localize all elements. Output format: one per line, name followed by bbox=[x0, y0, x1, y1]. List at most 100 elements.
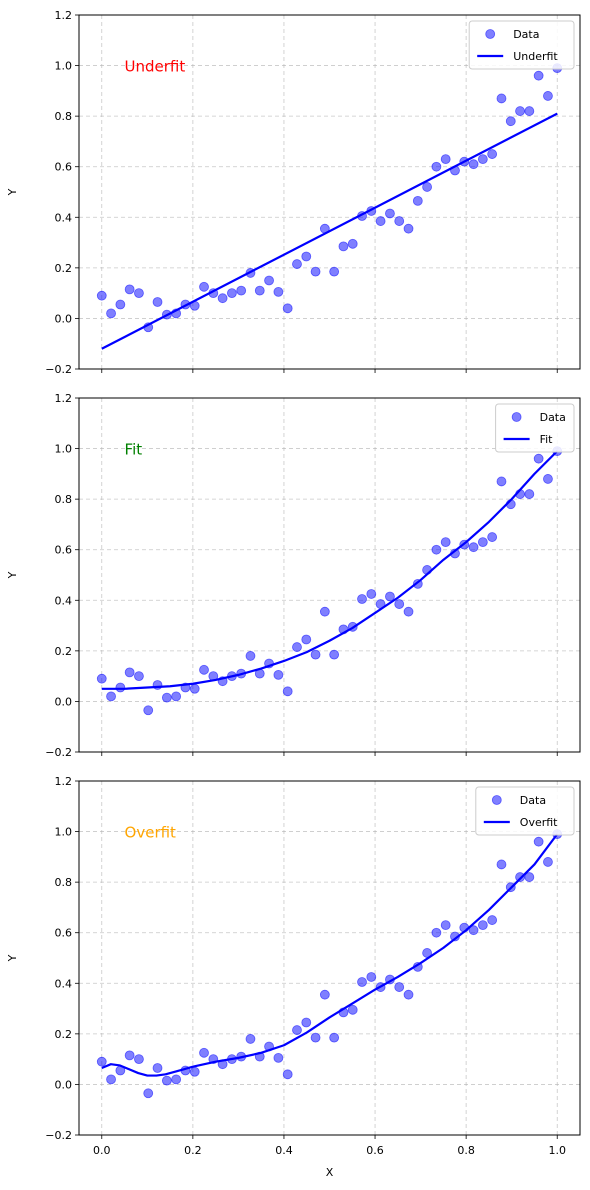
y-tick-label: 0.0 bbox=[55, 695, 73, 708]
data-point bbox=[199, 1047, 209, 1058]
data-point bbox=[394, 982, 405, 992]
data-point bbox=[134, 1054, 144, 1065]
data-point bbox=[189, 683, 200, 694]
data-point bbox=[264, 275, 274, 286]
data-point bbox=[403, 606, 414, 617]
data-point bbox=[171, 691, 182, 702]
data-point bbox=[161, 692, 172, 703]
data-point bbox=[115, 682, 126, 693]
data-point bbox=[329, 266, 340, 277]
plot-area bbox=[96, 446, 563, 716]
legend-label: Underfit bbox=[513, 50, 558, 63]
data-point bbox=[515, 106, 525, 116]
legend-marker bbox=[491, 795, 502, 805]
y-tick-label: 0.2 bbox=[55, 262, 73, 275]
data-point bbox=[106, 308, 116, 319]
data-point bbox=[329, 1032, 340, 1043]
data-point bbox=[338, 241, 349, 252]
data-point bbox=[134, 671, 144, 682]
y-tick-label: 1.0 bbox=[55, 60, 73, 73]
data-point bbox=[468, 925, 479, 936]
y-tick-label: 1.0 bbox=[55, 443, 73, 456]
data-point bbox=[329, 649, 340, 660]
data-point bbox=[282, 303, 293, 314]
y-tick-label: 0.6 bbox=[55, 927, 73, 940]
data-point bbox=[496, 93, 507, 104]
legend-marker bbox=[511, 412, 522, 422]
data-point bbox=[403, 989, 414, 1000]
data-point bbox=[152, 297, 163, 307]
legend-label: Fit bbox=[540, 433, 554, 446]
x-tick-label: 0.8 bbox=[457, 1144, 475, 1157]
data-point bbox=[301, 251, 312, 262]
data-point bbox=[496, 476, 507, 487]
y-tick-label: 0.8 bbox=[55, 493, 73, 506]
series-line-overfit bbox=[101, 833, 559, 1077]
legend: Data Fit bbox=[495, 403, 575, 453]
data-point bbox=[236, 285, 247, 296]
data-point bbox=[412, 195, 423, 206]
data-point bbox=[524, 489, 535, 499]
data-point bbox=[505, 116, 516, 127]
data-point bbox=[245, 1034, 256, 1044]
data-point bbox=[310, 266, 321, 277]
data-point bbox=[310, 1032, 321, 1043]
y-tick-label: 0.0 bbox=[55, 312, 73, 325]
data-point bbox=[524, 106, 535, 116]
y-tick-label: −0.2 bbox=[45, 1129, 72, 1142]
data-point bbox=[366, 589, 377, 599]
data-point bbox=[440, 537, 451, 548]
data-point bbox=[422, 182, 433, 192]
data-point bbox=[440, 154, 451, 165]
data-point bbox=[161, 1075, 172, 1086]
y-tick-label: −0.2 bbox=[45, 363, 72, 376]
data-point bbox=[385, 591, 395, 602]
data-point bbox=[124, 1050, 135, 1061]
data-point bbox=[357, 977, 367, 987]
data-point bbox=[143, 1088, 154, 1099]
y-tick-label: 0.4 bbox=[55, 594, 73, 607]
data-point bbox=[226, 288, 237, 299]
y-axis-label: Y bbox=[6, 571, 19, 579]
data-point bbox=[301, 634, 312, 645]
y-axis-label: Y bbox=[6, 954, 19, 962]
data-point bbox=[199, 664, 209, 675]
data-point bbox=[496, 859, 507, 870]
data-point bbox=[96, 1056, 107, 1067]
data-point bbox=[273, 286, 284, 297]
data-point bbox=[533, 836, 544, 847]
data-point bbox=[477, 154, 488, 165]
x-tick-label: 0.6 bbox=[366, 1144, 384, 1157]
legend-label: Data bbox=[513, 28, 539, 41]
data-point bbox=[189, 1066, 200, 1077]
data-point bbox=[477, 920, 488, 931]
data-point bbox=[468, 542, 479, 553]
panel-annotation: Fit bbox=[125, 441, 143, 459]
legend-label: Data bbox=[540, 411, 566, 424]
plot-area bbox=[96, 63, 563, 350]
panel-annotation: Overfit bbox=[125, 824, 177, 842]
data-point bbox=[487, 149, 498, 159]
data-point bbox=[199, 281, 209, 292]
data-point bbox=[468, 159, 479, 170]
data-point bbox=[106, 1074, 116, 1085]
data-point bbox=[292, 259, 302, 269]
data-point bbox=[431, 927, 442, 938]
legend: Data Overfit bbox=[475, 786, 575, 836]
y-tick-label: −0.2 bbox=[45, 746, 72, 759]
chart-panel-3: 0.0 0.2 0.4 0.6 0.8 1.0 −0.2 0.0 0.2 0.4 0.6 0.8 1.0… bbox=[6, 775, 581, 1179]
data-point bbox=[245, 651, 256, 661]
axes-frame bbox=[78, 780, 581, 1136]
x-tick-label: 1.0 bbox=[548, 1144, 566, 1157]
data-point bbox=[96, 673, 107, 684]
x-tick-label: 0.2 bbox=[184, 1144, 202, 1157]
data-point bbox=[273, 669, 284, 680]
data-point bbox=[431, 161, 442, 172]
legend-label: Overfit bbox=[520, 816, 558, 829]
data-point bbox=[533, 453, 544, 464]
data-point bbox=[310, 649, 321, 660]
plot-area bbox=[96, 829, 563, 1099]
data-point bbox=[347, 238, 358, 249]
